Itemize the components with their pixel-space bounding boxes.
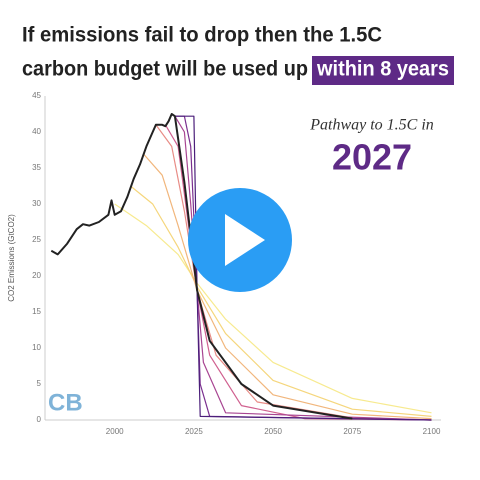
x-tick-label: 2025 xyxy=(185,427,203,436)
y-tick-label: 30 xyxy=(32,199,41,208)
play-icon[interactable] xyxy=(225,214,265,266)
title-highlight: within 8 years xyxy=(316,58,449,81)
y-tick-label: 45 xyxy=(32,91,41,100)
annotation-year: 2027 xyxy=(332,137,412,178)
y-tick-label: 40 xyxy=(32,127,41,136)
y-tick-label: 10 xyxy=(32,343,41,352)
highlight-box xyxy=(312,56,454,85)
title-line: carbon budget will be used up xyxy=(22,58,308,81)
x-tick-label: 2075 xyxy=(343,427,361,436)
series-line xyxy=(130,185,432,417)
series-line xyxy=(164,124,432,421)
y-tick-label: 25 xyxy=(32,235,41,244)
y-tick-label: 0 xyxy=(37,415,42,424)
y-tick-label: 15 xyxy=(32,307,41,316)
x-tick-label: 2000 xyxy=(106,427,124,436)
series-line xyxy=(142,153,432,420)
series-line xyxy=(114,203,432,414)
y-tick-label: 20 xyxy=(32,271,41,280)
annotation: Pathway to 1.5C in xyxy=(309,117,434,134)
logo: CB xyxy=(48,389,83,416)
y-axis-label: CO2 Emissions (GtCO2) xyxy=(7,214,16,302)
y-tick-label: 35 xyxy=(32,163,41,172)
x-tick-label: 2100 xyxy=(423,427,441,436)
y-tick-label: 5 xyxy=(37,379,42,388)
title-line: If emissions fail to drop then the 1.5C xyxy=(22,24,382,47)
x-tick-label: 2050 xyxy=(264,427,282,436)
